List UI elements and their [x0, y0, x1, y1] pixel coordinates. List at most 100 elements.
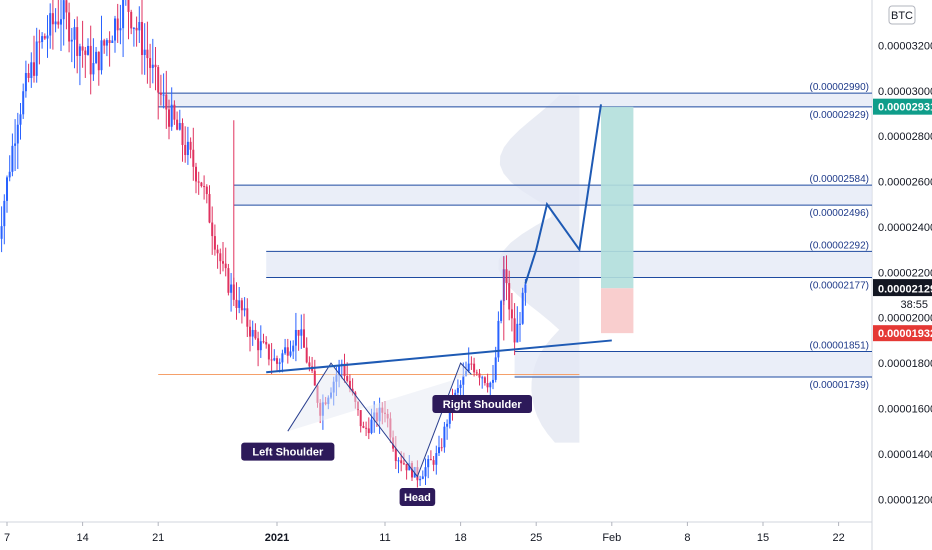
candle [146, 49, 149, 59]
candle [294, 329, 297, 346]
neckline [266, 339, 612, 374]
level-label-5: (0.00002177) [810, 281, 870, 292]
y-tick-8: 0.00002800 [878, 131, 932, 143]
candle [462, 375, 465, 385]
candle [73, 27, 76, 40]
candle [0, 226, 3, 239]
candle [470, 363, 473, 365]
candle [505, 269, 508, 284]
target-box [601, 106, 634, 289]
candle [8, 171, 11, 178]
candle [62, 0, 65, 20]
candle [262, 341, 265, 343]
candle [222, 261, 224, 264]
y-tick-10: 0.00003200 [878, 40, 932, 52]
x-tick-1: 14 [76, 532, 88, 544]
candle [100, 40, 103, 71]
y-tick-0: 0.00001200 [878, 494, 932, 506]
candle [243, 308, 246, 311]
candle [108, 40, 111, 43]
candle [438, 447, 440, 454]
candle [149, 58, 152, 68]
candle [16, 124, 19, 144]
candle [276, 358, 278, 364]
candle [168, 109, 170, 127]
candle [510, 309, 513, 319]
candle [205, 186, 208, 195]
candle [297, 329, 300, 336]
candle [84, 50, 87, 55]
candle [105, 40, 108, 46]
candle [127, 0, 130, 12]
projection-path [524, 104, 602, 285]
candle [478, 373, 481, 378]
candle [265, 342, 268, 345]
candle [240, 300, 243, 311]
level-label-4: (0.00002292) [810, 240, 870, 251]
candle [162, 94, 165, 96]
candle [184, 144, 187, 156]
candle [87, 45, 89, 55]
x-tick-2: 21 [152, 532, 164, 544]
candle [208, 194, 211, 223]
candle [292, 345, 295, 352]
stop-box [601, 288, 634, 334]
candle [370, 419, 373, 434]
pattern-label-bg-0 [241, 442, 335, 461]
candle [405, 463, 408, 471]
candle [308, 362, 311, 367]
price-tag-3: 0.00001932 [878, 328, 932, 340]
candle [400, 460, 403, 464]
x-tick-10: 22 [832, 532, 844, 544]
y-tick-1: 0.00001400 [878, 449, 932, 461]
candle [46, 35, 49, 39]
candle [24, 73, 27, 92]
candle [81, 46, 84, 51]
candle [76, 27, 79, 56]
pattern-label-0: Left Shoulder [252, 447, 324, 459]
candle [313, 370, 316, 386]
candle [427, 459, 430, 468]
x-tick-3: 2021 [265, 532, 289, 544]
candle [486, 383, 489, 388]
candle [362, 426, 365, 428]
candle [497, 320, 500, 358]
candle [500, 301, 503, 321]
candle [521, 292, 524, 324]
candle [219, 253, 222, 262]
x-tick-8: 8 [684, 532, 690, 544]
candle [473, 363, 476, 373]
level-label-3: (0.00002496) [810, 208, 870, 219]
candle [257, 338, 260, 351]
candle [419, 478, 422, 481]
candle [3, 200, 6, 227]
candle [440, 447, 443, 449]
price-tag-2: 0.00002129 [878, 283, 932, 295]
candle [157, 67, 160, 93]
candle [189, 141, 192, 150]
y-tick-5: 0.00002200 [878, 267, 932, 279]
candle [270, 359, 273, 361]
pattern-label-2: Right Shoulder [443, 399, 523, 411]
candle [200, 182, 203, 187]
candle [22, 91, 25, 115]
y-tick-3: 0.00001800 [878, 358, 932, 370]
candle [286, 347, 289, 356]
pattern-label-1: Head [404, 492, 431, 504]
candle [33, 62, 35, 76]
candle [446, 423, 449, 427]
candle [365, 427, 368, 429]
candle [65, 0, 68, 13]
x-tick-0: 7 [4, 532, 10, 544]
candle [178, 123, 181, 130]
candle [130, 11, 133, 29]
candle [111, 40, 114, 43]
candle [154, 64, 157, 68]
candle [273, 358, 276, 361]
candle [305, 347, 308, 363]
candle [78, 46, 81, 56]
candle [227, 268, 230, 293]
x-tick-4: 11 [379, 532, 390, 544]
y-tick-6: 0.00002400 [878, 222, 932, 234]
